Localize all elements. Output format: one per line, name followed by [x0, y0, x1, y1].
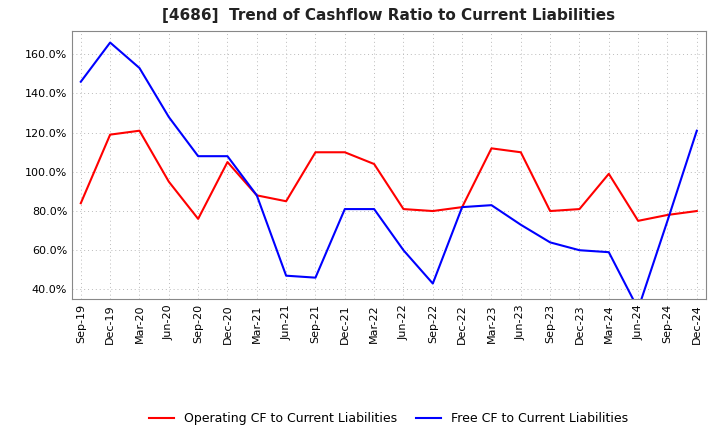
Operating CF to Current Liabilities [693, 209, 701, 214]
Operating CF to Current Liabilities [253, 193, 261, 198]
Free CF to Current Liabilities [487, 202, 496, 208]
Free CF to Current Liabilities [194, 154, 202, 159]
Free CF to Current Liabilities [135, 66, 144, 71]
Free CF to Current Liabilities [546, 240, 554, 245]
Operating CF to Current Liabilities [341, 150, 349, 155]
Line: Free CF to Current Liabilities: Free CF to Current Liabilities [81, 43, 697, 309]
Free CF to Current Liabilities [370, 206, 379, 212]
Operating CF to Current Liabilities [458, 205, 467, 210]
Free CF to Current Liabilities [663, 218, 672, 224]
Operating CF to Current Liabilities [194, 216, 202, 221]
Free CF to Current Liabilities [575, 248, 584, 253]
Operating CF to Current Liabilities [487, 146, 496, 151]
Operating CF to Current Liabilities [546, 209, 554, 214]
Free CF to Current Liabilities [605, 249, 613, 255]
Free CF to Current Liabilities [164, 114, 173, 120]
Operating CF to Current Liabilities [370, 161, 379, 167]
Free CF to Current Liabilities [282, 273, 290, 279]
Legend: Operating CF to Current Liabilities, Free CF to Current Liabilities: Operating CF to Current Liabilities, Fre… [144, 407, 634, 430]
Free CF to Current Liabilities [253, 193, 261, 198]
Line: Operating CF to Current Liabilities: Operating CF to Current Liabilities [81, 131, 697, 221]
Operating CF to Current Liabilities [164, 179, 173, 184]
Operating CF to Current Liabilities [311, 150, 320, 155]
Operating CF to Current Liabilities [663, 213, 672, 218]
Free CF to Current Liabilities [341, 206, 349, 212]
Free CF to Current Liabilities [516, 222, 525, 227]
Free CF to Current Liabilities [76, 79, 85, 84]
Free CF to Current Liabilities [311, 275, 320, 280]
Free CF to Current Liabilities [458, 205, 467, 210]
Free CF to Current Liabilities [223, 154, 232, 159]
Free CF to Current Liabilities [428, 281, 437, 286]
Free CF to Current Liabilities [634, 306, 642, 312]
Operating CF to Current Liabilities [575, 206, 584, 212]
Free CF to Current Liabilities [106, 40, 114, 45]
Operating CF to Current Liabilities [282, 198, 290, 204]
Operating CF to Current Liabilities [106, 132, 114, 137]
Operating CF to Current Liabilities [223, 159, 232, 165]
Free CF to Current Liabilities [693, 128, 701, 133]
Operating CF to Current Liabilities [516, 150, 525, 155]
Operating CF to Current Liabilities [634, 218, 642, 224]
Operating CF to Current Liabilities [399, 206, 408, 212]
Operating CF to Current Liabilities [135, 128, 144, 133]
Operating CF to Current Liabilities [76, 201, 85, 206]
Title: [4686]  Trend of Cashflow Ratio to Current Liabilities: [4686] Trend of Cashflow Ratio to Curren… [162, 7, 616, 23]
Free CF to Current Liabilities [399, 248, 408, 253]
Operating CF to Current Liabilities [605, 171, 613, 176]
Operating CF to Current Liabilities [428, 209, 437, 214]
